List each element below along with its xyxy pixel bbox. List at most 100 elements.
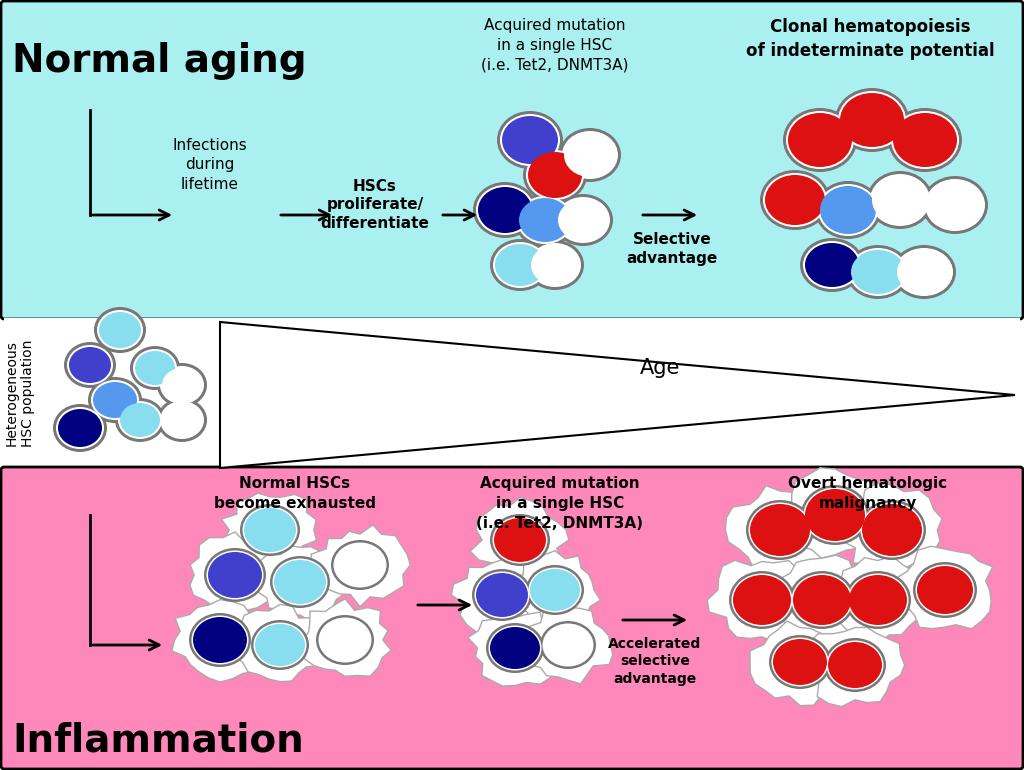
Ellipse shape — [120, 403, 160, 437]
Ellipse shape — [927, 181, 983, 229]
Polygon shape — [525, 608, 612, 684]
Ellipse shape — [840, 93, 904, 147]
Ellipse shape — [892, 245, 956, 299]
Ellipse shape — [564, 133, 616, 177]
Ellipse shape — [793, 575, 851, 625]
Ellipse shape — [157, 363, 207, 407]
Ellipse shape — [918, 566, 973, 614]
Ellipse shape — [893, 113, 957, 167]
Ellipse shape — [251, 620, 309, 670]
Ellipse shape — [528, 152, 582, 198]
Ellipse shape — [53, 404, 106, 452]
Ellipse shape — [544, 625, 592, 665]
Ellipse shape — [478, 187, 532, 233]
Ellipse shape — [540, 621, 596, 669]
Ellipse shape — [818, 184, 878, 236]
Ellipse shape — [476, 185, 534, 235]
Ellipse shape — [472, 569, 532, 621]
FancyBboxPatch shape — [1, 1, 1023, 319]
Ellipse shape — [208, 552, 262, 598]
Ellipse shape — [67, 345, 113, 385]
Ellipse shape — [162, 403, 202, 437]
Ellipse shape — [207, 551, 263, 600]
Ellipse shape — [801, 485, 869, 545]
Bar — [4, 318, 1020, 470]
Ellipse shape — [790, 571, 855, 629]
Ellipse shape — [473, 182, 537, 238]
Polygon shape — [895, 546, 992, 629]
Ellipse shape — [888, 108, 962, 172]
Ellipse shape — [526, 150, 584, 200]
Ellipse shape — [925, 179, 985, 231]
Text: Acquired mutation
in a single HSC
(i.e. Tet2, DNMT3A): Acquired mutation in a single HSC (i.e. … — [476, 476, 643, 531]
Ellipse shape — [804, 487, 866, 543]
Text: Infections
during
lifetime: Infections during lifetime — [173, 138, 248, 192]
Text: Inflammation: Inflammation — [12, 722, 304, 760]
Ellipse shape — [749, 503, 811, 557]
Ellipse shape — [530, 569, 580, 611]
Ellipse shape — [746, 500, 814, 560]
Ellipse shape — [805, 243, 859, 287]
Text: Normal HSCs
become exhausted: Normal HSCs become exhausted — [214, 476, 376, 511]
Ellipse shape — [729, 571, 795, 629]
Ellipse shape — [495, 244, 545, 286]
Ellipse shape — [529, 243, 581, 287]
Polygon shape — [470, 497, 569, 579]
Polygon shape — [311, 525, 411, 607]
Ellipse shape — [160, 401, 204, 439]
Ellipse shape — [528, 567, 582, 612]
Ellipse shape — [88, 377, 142, 423]
Ellipse shape — [476, 573, 528, 617]
Ellipse shape — [531, 245, 579, 285]
Ellipse shape — [803, 241, 861, 289]
Ellipse shape — [135, 351, 175, 385]
Ellipse shape — [826, 641, 884, 689]
Ellipse shape — [750, 504, 810, 556]
Ellipse shape — [763, 173, 827, 227]
Ellipse shape — [760, 170, 830, 230]
Ellipse shape — [915, 564, 975, 615]
Ellipse shape — [69, 347, 111, 383]
Polygon shape — [505, 551, 600, 631]
Ellipse shape — [490, 239, 550, 291]
Ellipse shape — [316, 615, 374, 665]
Polygon shape — [452, 560, 543, 632]
Ellipse shape — [783, 108, 857, 172]
Ellipse shape — [851, 250, 905, 294]
Polygon shape — [253, 545, 346, 623]
Ellipse shape — [189, 613, 251, 667]
Polygon shape — [299, 599, 391, 676]
Ellipse shape — [849, 575, 907, 625]
Ellipse shape — [820, 186, 876, 234]
Ellipse shape — [514, 193, 575, 247]
Ellipse shape — [526, 565, 584, 615]
Ellipse shape — [191, 615, 249, 665]
Ellipse shape — [274, 560, 326, 604]
Ellipse shape — [93, 382, 137, 418]
Ellipse shape — [244, 508, 296, 552]
Ellipse shape — [786, 111, 854, 169]
Text: HSCs
proliferate/
differentiate: HSCs proliferate/ differentiate — [321, 179, 429, 231]
Ellipse shape — [254, 622, 306, 668]
Ellipse shape — [870, 174, 930, 226]
Ellipse shape — [335, 544, 385, 586]
Ellipse shape — [486, 623, 544, 673]
Ellipse shape — [559, 128, 621, 182]
Ellipse shape — [493, 517, 548, 564]
Text: Selective
advantage: Selective advantage — [627, 232, 718, 266]
Text: Clonal hematopoiesis
of indeterminate potential: Clonal hematopoiesis of indeterminate po… — [745, 18, 994, 59]
Polygon shape — [468, 612, 563, 686]
Ellipse shape — [846, 245, 910, 299]
Text: Normal aging: Normal aging — [12, 42, 306, 80]
Ellipse shape — [815, 181, 881, 239]
Ellipse shape — [913, 562, 977, 618]
Ellipse shape — [922, 176, 988, 234]
Ellipse shape — [319, 619, 370, 661]
Ellipse shape — [733, 575, 791, 625]
Ellipse shape — [97, 310, 143, 350]
Ellipse shape — [94, 307, 146, 353]
Polygon shape — [837, 483, 942, 574]
Ellipse shape — [805, 489, 865, 541]
Ellipse shape — [519, 198, 571, 242]
Polygon shape — [725, 486, 835, 574]
